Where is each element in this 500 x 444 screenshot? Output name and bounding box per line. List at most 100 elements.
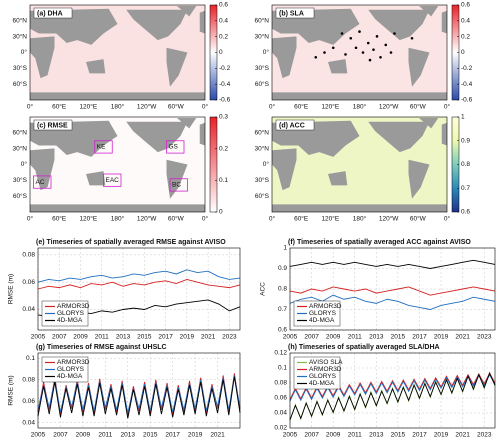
x-tick-label: 180°: [353, 215, 367, 223]
series-line: [37, 376, 241, 419]
x-tick-label: 120°E: [79, 103, 97, 111]
colorbar-tick-label: 0.2: [219, 33, 228, 40]
colorbar: [209, 116, 218, 213]
y-tick-label: 0.8: [278, 286, 287, 293]
x-tick-label: 2007: [304, 432, 319, 439]
station-dot: [314, 55, 318, 59]
y-tick-label: 0.7: [278, 306, 287, 313]
x-tick-label: 2013: [121, 432, 136, 439]
colorbar-tick-label: -0.4: [461, 81, 473, 88]
land: [419, 5, 439, 17]
y-tick-label: 0.9: [278, 265, 287, 272]
land: [166, 47, 188, 87]
x-tick-label: 180°: [111, 215, 125, 223]
x-tick-label: 2007: [304, 334, 319, 341]
x-tick-label: 2019: [188, 432, 203, 439]
x-tick-label: 2005: [31, 334, 46, 341]
series-line: [37, 373, 241, 416]
x-tick-label: 2019: [180, 334, 195, 341]
region-label: EAC: [106, 177, 120, 184]
colorbar-tick-label: 0.9: [461, 137, 470, 144]
series-line: [289, 259, 496, 269]
colorbar-tick-label: -0.2: [219, 65, 231, 72]
x-tick-label: 0°: [444, 215, 451, 223]
plot-frame: [289, 352, 496, 429]
region-label: AC: [36, 179, 45, 186]
colorbar-tick-label: 0.1: [219, 177, 228, 184]
legend-label: GLORYS: [57, 310, 85, 317]
x-tick-label: 60°E: [294, 215, 309, 223]
station-dot: [344, 53, 347, 56]
land: [199, 122, 205, 146]
land: [166, 159, 188, 199]
region-label: BC: [172, 182, 181, 189]
x-tick-label: 2009: [76, 432, 91, 439]
y-tick-label: 1: [283, 245, 287, 252]
x-tick-label: 2007: [53, 432, 68, 439]
x-tick-label: 120°E: [321, 215, 339, 223]
colorbar-tick-label: 0.3: [219, 114, 228, 121]
y-tick-label: 0.08: [22, 252, 35, 259]
x-tick-label: 0°: [269, 103, 276, 111]
land: [368, 121, 430, 153]
legend-label: AVISO SLA: [309, 359, 343, 366]
region-box: [103, 173, 122, 187]
series-line: [289, 294, 496, 310]
x-tick-label: 0°: [444, 103, 451, 111]
x-tick-label: 2023: [222, 334, 237, 341]
station-dot: [354, 46, 358, 50]
station-dot: [379, 55, 382, 59]
land: [199, 10, 205, 34]
land: [30, 92, 205, 100]
x-tick-label: 0°: [269, 215, 276, 223]
x-tick-label: 2011: [95, 334, 109, 341]
region-box: [33, 175, 52, 189]
colorbar-tick-label: 1: [461, 114, 465, 121]
map-frame: [29, 116, 206, 213]
y-tick-label: 0.06: [22, 398, 35, 405]
station-dot: [368, 58, 372, 62]
land: [328, 171, 348, 186]
x-tick-label: 60°W: [410, 103, 427, 111]
y-tick-label: 0.02: [274, 425, 287, 432]
y-tick-label: 0.04: [22, 306, 35, 313]
x-tick-label: 0°: [202, 103, 209, 111]
series-line: [37, 375, 241, 414]
colorbar-tick-label: 0.4: [219, 18, 228, 25]
legend-label: GLORYS: [57, 366, 85, 373]
station-dot: [393, 32, 396, 35]
colorbar-tick-label: -0.6: [219, 97, 231, 104]
x-tick-label: 120°W: [379, 103, 399, 111]
x-tick-label: 60°E: [52, 215, 67, 223]
x-tick-label: 2009: [326, 334, 341, 341]
y-tick-label: 0.08: [274, 380, 287, 387]
colorbar-tick-label: 0.2: [219, 145, 228, 152]
y-tick-label: 0.6: [278, 327, 287, 334]
region-box: [94, 140, 113, 154]
x-tick-label: 2015: [143, 432, 158, 439]
x-tick-label: 2019: [434, 432, 449, 439]
y-tick-label: 30°S: [255, 64, 270, 72]
x-tick-label: 2011: [348, 432, 362, 439]
land: [86, 59, 106, 74]
panel-title: (h) Timeseries of spatially averaged SLA…: [288, 344, 440, 351]
station-dot: [366, 41, 370, 45]
x-tick-label: 2023: [477, 334, 492, 341]
x-tick-label: 2013: [116, 334, 131, 341]
land: [126, 9, 188, 41]
x-tick-label: 180°: [111, 103, 125, 111]
land: [272, 148, 297, 191]
x-tick-label: 2017: [165, 432, 180, 439]
x-tick-label: 60°E: [294, 103, 309, 111]
colorbar-tick-label: 0.2: [461, 33, 470, 40]
panel-label-bg: [33, 119, 73, 131]
colorbar-tick-label: 0: [219, 49, 223, 56]
x-tick-label: 0°: [27, 103, 34, 111]
legend-label: GLORYS: [309, 310, 337, 317]
panel-title: (a) DHA: [37, 10, 63, 17]
x-tick-label: 2007: [52, 334, 67, 341]
colorbar-tick-label: 0: [461, 49, 465, 56]
y-tick-label: 0.1: [278, 365, 287, 372]
y-tick-label: 0°: [21, 48, 28, 56]
